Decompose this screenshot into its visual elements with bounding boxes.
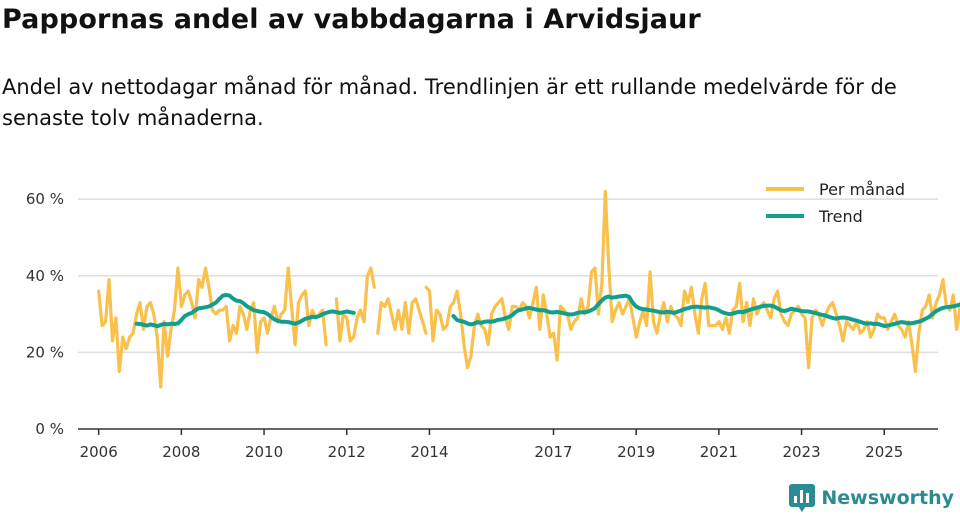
x-tick-label: 2008 bbox=[162, 443, 200, 461]
x-tick-label: 2014 bbox=[410, 443, 448, 461]
x-tick-label: 2019 bbox=[617, 443, 655, 461]
x-tick-label: 2017 bbox=[534, 443, 572, 461]
legend-label-monthly: Per månad bbox=[819, 180, 905, 199]
legend-label-trend: Trend bbox=[818, 207, 863, 226]
y-tick-label: 40 % bbox=[26, 267, 64, 285]
brand-name: Newsworthy bbox=[821, 487, 954, 509]
y-axis-labels: 0 % 20 % 40 % 60 % bbox=[26, 190, 64, 438]
x-axis: 2006 2008 2010 2012 2014 2017 2019 2021 2023 2025 bbox=[78, 428, 938, 461]
y-tick-label: 0 % bbox=[35, 420, 64, 438]
x-tick-label: 2021 bbox=[700, 443, 738, 461]
y-tick-label: 20 % bbox=[26, 343, 64, 361]
y-tick-label: 60 % bbox=[26, 190, 64, 208]
x-tick-label: 2010 bbox=[245, 443, 283, 461]
series-line-monthly-1 bbox=[334, 266, 376, 343]
x-tick-label: 2012 bbox=[328, 443, 366, 461]
series-line-monthly-3 bbox=[424, 189, 960, 374]
x-tick-label: 2025 bbox=[865, 443, 903, 461]
series bbox=[97, 189, 960, 389]
x-tick-label: 2023 bbox=[782, 443, 820, 461]
series-line-trend-0 bbox=[134, 292, 356, 329]
series-line-trend-1 bbox=[451, 293, 960, 328]
newsworthy-logo-icon bbox=[789, 484, 816, 512]
x-tick-label: 2006 bbox=[80, 443, 118, 461]
chart-title: Pappornas andel av vabbdagarna i Arvidsj… bbox=[2, 4, 701, 35]
gridlines bbox=[78, 198, 938, 354]
series-line-monthly-2 bbox=[376, 297, 428, 335]
series-line-monthly-0 bbox=[97, 266, 328, 389]
brand-logo: Newsworthy bbox=[789, 484, 954, 512]
chart-subtitle: Andel av nettodagar månad för månad. Tre… bbox=[2, 75, 897, 130]
legend: Per månad Trend bbox=[766, 180, 905, 226]
